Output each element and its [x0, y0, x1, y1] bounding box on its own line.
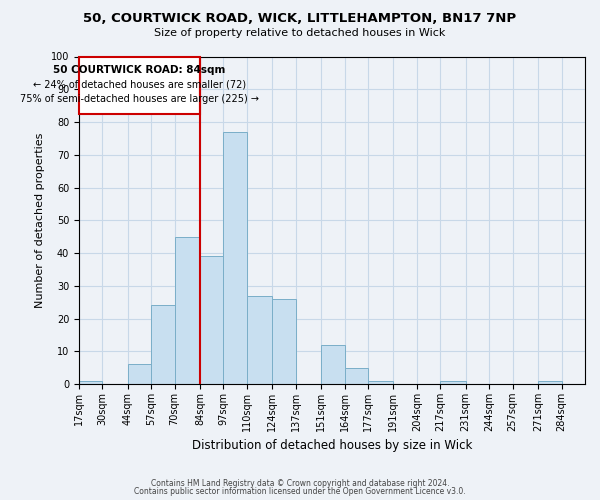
- Text: Size of property relative to detached houses in Wick: Size of property relative to detached ho…: [154, 28, 446, 38]
- Text: Contains HM Land Registry data © Crown copyright and database right 2024.: Contains HM Land Registry data © Crown c…: [151, 478, 449, 488]
- Bar: [368, 381, 394, 384]
- Bar: [538, 381, 562, 384]
- X-axis label: Distribution of detached houses by size in Wick: Distribution of detached houses by size …: [192, 440, 472, 452]
- Text: 75% of semi-detached houses are larger (225) →: 75% of semi-detached houses are larger (…: [20, 94, 259, 104]
- Bar: [440, 381, 466, 384]
- Bar: [151, 306, 175, 384]
- Bar: [200, 256, 223, 384]
- Bar: [223, 132, 247, 384]
- Text: ← 24% of detached houses are smaller (72): ← 24% of detached houses are smaller (72…: [33, 80, 246, 90]
- Y-axis label: Number of detached properties: Number of detached properties: [35, 132, 45, 308]
- Text: Contains public sector information licensed under the Open Government Licence v3: Contains public sector information licen…: [134, 487, 466, 496]
- Bar: [247, 296, 272, 384]
- Bar: [175, 236, 200, 384]
- Bar: [272, 299, 296, 384]
- Bar: [321, 344, 344, 384]
- FancyBboxPatch shape: [79, 56, 200, 114]
- Bar: [344, 368, 368, 384]
- Bar: [128, 364, 151, 384]
- Bar: [79, 381, 103, 384]
- Text: 50, COURTWICK ROAD, WICK, LITTLEHAMPTON, BN17 7NP: 50, COURTWICK ROAD, WICK, LITTLEHAMPTON,…: [83, 12, 517, 26]
- Text: 50 COURTWICK ROAD: 84sqm: 50 COURTWICK ROAD: 84sqm: [53, 64, 226, 74]
